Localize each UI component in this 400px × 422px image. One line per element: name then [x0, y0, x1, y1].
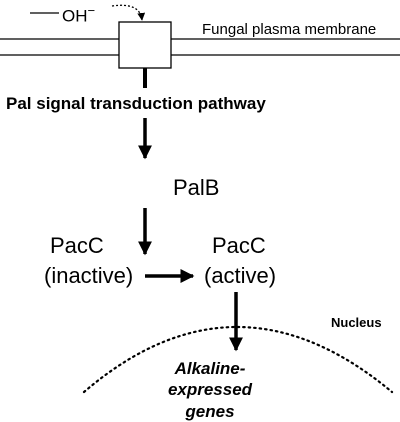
- hydroxide-text: OH: [62, 6, 88, 26]
- pacc-inactive-name: PacC: [50, 233, 104, 258]
- plasma-membrane: [0, 38, 400, 56]
- membrane-receptor-box: [118, 21, 172, 69]
- nucleus-boundary: [82, 325, 394, 394]
- diagram-canvas: [0, 4, 400, 394]
- genes-line-1: Alkaline-expressed: [167, 359, 253, 400]
- genes-label: Alkaline-expressed genes: [140, 358, 280, 422]
- hydroxide-dotted-arrow: [111, 4, 146, 21]
- pathway-label: Pal signal transduction pathway: [6, 94, 266, 113]
- pacc-inactive-state: (inactive): [44, 263, 134, 288]
- pacc-active-state: (active): [204, 263, 277, 288]
- palb-label: PalB: [173, 175, 220, 200]
- membrane-label: Fungal plasma membrane: [202, 21, 377, 38]
- pacc-active-name: PacC: [212, 233, 266, 258]
- nucleus-label: Nucleus: [331, 315, 382, 330]
- hydroxide-label: OH−: [62, 4, 95, 25]
- hydroxide-charge: −: [87, 3, 96, 18]
- genes-line-2: genes: [185, 401, 235, 421]
